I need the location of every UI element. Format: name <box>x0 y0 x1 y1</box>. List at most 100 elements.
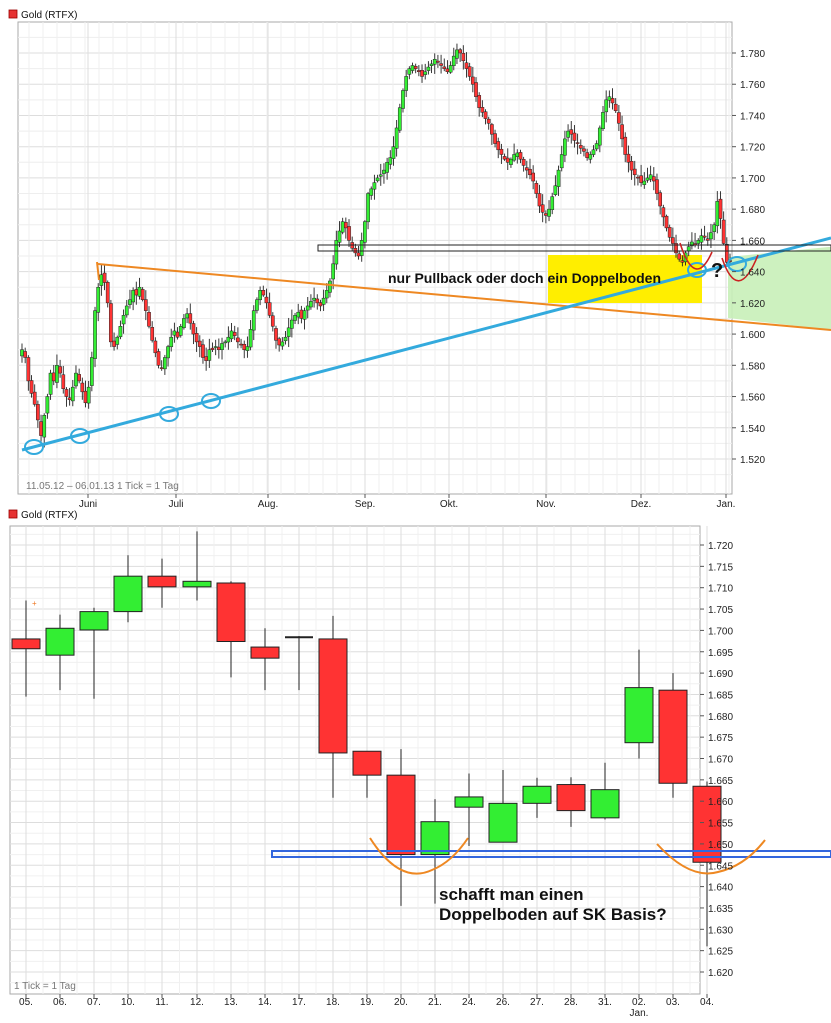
top-candle-body <box>369 188 374 196</box>
top-candle-body <box>677 253 682 260</box>
top-candle-body <box>220 343 224 350</box>
bottom-x-tick-label: 19. <box>360 997 374 1008</box>
bottom-y-tick-label: 1.670 <box>708 755 733 766</box>
top-candle-body <box>512 154 516 161</box>
top-x-tick-label: Jan. <box>717 499 736 510</box>
top-candle-body <box>102 272 107 283</box>
top-range-note: 11.05.12 – 06.01.13 1 Tick = 1 Tag <box>26 481 179 492</box>
top-candle-body <box>207 349 212 361</box>
top-zones <box>548 247 831 330</box>
top-candle-body <box>159 367 164 369</box>
top-candle-body <box>296 311 301 318</box>
bottom-candle-body <box>352 750 382 776</box>
bottom-x-tick-label: 27. <box>530 997 544 1008</box>
bottom-y-tick-label: 1.620 <box>708 968 733 979</box>
bottom-candle-body <box>624 687 654 744</box>
top-candle-body <box>290 319 294 329</box>
support-touch-circle <box>24 439 44 455</box>
top-candle-body <box>509 158 513 165</box>
top-candle-body <box>359 240 364 256</box>
bottom-x-tick-label: 17. <box>292 997 306 1008</box>
top-candle-body <box>293 315 297 321</box>
top-candle-body <box>23 351 28 358</box>
bottom-x-tick-label: 07. <box>87 997 101 1008</box>
bottom-x-tick-label: 03. <box>666 997 680 1008</box>
support-touch-circle <box>727 256 747 272</box>
top-candle-body <box>391 146 396 159</box>
top-y-tick-label: 1.560 <box>740 393 765 404</box>
top-candle-body <box>261 290 266 296</box>
top-candle-body <box>26 357 31 382</box>
top-candle-body <box>712 224 716 232</box>
top-candle-body <box>223 341 228 344</box>
top-candle-body <box>645 177 650 181</box>
bottom-candle-body <box>590 789 620 819</box>
bottom-x-tick-label: 12. <box>190 997 204 1008</box>
top-candle-body <box>620 124 624 140</box>
top-candle-body <box>474 82 478 97</box>
top-y-axis: 1.520 1.540 1.560 1.580 1.600 1.620 1.640 1.660… <box>732 49 765 466</box>
top-candle-body <box>77 374 81 382</box>
top-candle-body <box>601 112 605 130</box>
bottom-x-tick-label: 06. <box>53 997 67 1008</box>
bottom-y-tick-label: 1.685 <box>708 690 733 701</box>
top-candle-body <box>163 357 167 370</box>
top-candle-body <box>550 196 555 210</box>
top-x-tick-label: Dez. <box>631 499 652 510</box>
top-candle-body <box>426 66 431 71</box>
top-candle-body <box>312 297 316 301</box>
top-candle-body <box>156 351 161 366</box>
top-candle-body <box>55 365 59 383</box>
top-candle-body <box>140 289 145 300</box>
top-candle-body <box>528 168 532 176</box>
bottom-y-tick-label: 1.655 <box>708 819 733 830</box>
top-candle-body <box>150 327 155 341</box>
bottom-y-tick-label: 1.640 <box>708 883 733 894</box>
top-candle-body <box>464 62 469 69</box>
top-candle-body <box>451 55 456 66</box>
top-candle-body <box>86 386 91 404</box>
top-candle-body <box>715 201 720 227</box>
top-candle-body <box>58 366 62 374</box>
top-candle-body <box>299 309 304 319</box>
top-candle-body <box>417 70 421 72</box>
top-candle-body <box>702 235 707 238</box>
top-candle-body <box>648 174 653 180</box>
top-legend-swatch <box>8 9 18 19</box>
bottom-x-subtick-label: Jan. <box>630 1008 649 1019</box>
bottom-y-tick-label: 1.645 <box>708 861 733 872</box>
top-candle-body <box>544 213 548 216</box>
top-candle-body <box>283 336 288 342</box>
bottom-candle-body <box>454 796 484 808</box>
double-bottom-curve-left <box>679 242 713 270</box>
top-candle-body <box>48 372 53 395</box>
top-overlays <box>21 236 831 455</box>
top-candle-body <box>671 237 675 244</box>
top-candle-body <box>232 332 237 336</box>
top-candle-body <box>493 133 497 144</box>
top-candle-body <box>721 219 726 244</box>
bottom-candle-body <box>318 638 348 754</box>
top-candle-body <box>540 204 545 213</box>
top-candle-body <box>445 68 450 72</box>
top-candle-body <box>724 243 729 263</box>
top-candle-body <box>490 124 494 135</box>
top-candle-body <box>169 336 174 348</box>
top-candle-body <box>594 143 599 150</box>
top-candle-body <box>191 323 196 335</box>
bottom-y-tick-label: 1.625 <box>708 947 733 958</box>
bottom-legend-swatch <box>8 509 18 519</box>
top-candle-body <box>413 66 418 69</box>
top-candle-body <box>467 66 472 77</box>
top-candle-body <box>302 310 307 320</box>
top-candle-body <box>537 193 542 207</box>
bottom-candle-body <box>692 785 722 863</box>
top-candle-body <box>534 183 539 194</box>
top-candle-body <box>229 330 234 340</box>
top-candle-body <box>597 127 602 146</box>
top-candle-body <box>470 76 475 85</box>
top-candle-body <box>251 310 256 331</box>
bottom-x-tick-label: 05. <box>19 997 33 1008</box>
bottom-x-tick-label: 18. <box>326 997 340 1008</box>
